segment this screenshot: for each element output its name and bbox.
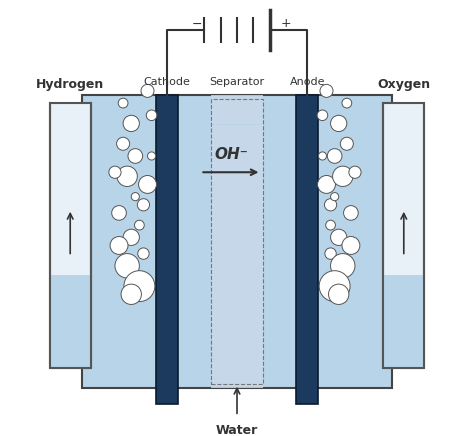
Text: Anode: Anode [290, 77, 325, 87]
Circle shape [342, 236, 360, 255]
Circle shape [109, 166, 121, 178]
Circle shape [112, 206, 127, 220]
Circle shape [325, 248, 336, 259]
Circle shape [121, 284, 141, 304]
Circle shape [135, 220, 144, 230]
Bar [50, 275, 91, 368]
Circle shape [115, 254, 139, 278]
Circle shape [128, 149, 143, 164]
Circle shape [342, 98, 352, 108]
Bar [82, 95, 392, 388]
Circle shape [147, 152, 155, 160]
Circle shape [118, 98, 128, 108]
Circle shape [326, 220, 336, 230]
Text: Separator: Separator [210, 77, 264, 87]
Circle shape [124, 271, 155, 302]
Circle shape [117, 166, 137, 187]
Text: $+$: $+$ [280, 17, 292, 30]
Circle shape [110, 236, 128, 255]
Text: Cathode: Cathode [144, 77, 190, 87]
Bar [155, 95, 178, 404]
Circle shape [146, 110, 157, 121]
Circle shape [138, 248, 149, 259]
Circle shape [344, 206, 358, 220]
Circle shape [330, 115, 347, 132]
Bar [50, 103, 91, 368]
Circle shape [328, 149, 342, 164]
Circle shape [123, 115, 139, 132]
Text: Water: Water [216, 425, 258, 436]
Bar [296, 95, 319, 404]
Circle shape [117, 137, 129, 150]
Circle shape [141, 85, 154, 97]
Bar [383, 103, 424, 368]
Text: OH⁻: OH⁻ [214, 147, 248, 162]
Circle shape [333, 166, 353, 187]
Circle shape [349, 166, 361, 178]
Circle shape [325, 199, 337, 211]
Text: Hydrogen: Hydrogen [36, 78, 104, 91]
Circle shape [317, 110, 328, 121]
Bar [210, 99, 264, 384]
Circle shape [318, 176, 336, 194]
Circle shape [340, 137, 353, 150]
Circle shape [328, 284, 349, 304]
Circle shape [319, 152, 327, 160]
Text: $-$: $-$ [191, 17, 202, 30]
Text: Oxygen: Oxygen [377, 78, 430, 91]
Circle shape [137, 199, 149, 211]
Circle shape [330, 193, 339, 201]
Circle shape [330, 254, 355, 278]
Circle shape [123, 229, 139, 245]
Bar [383, 275, 424, 368]
Circle shape [319, 271, 350, 302]
Circle shape [330, 229, 347, 245]
Bar [210, 95, 264, 388]
Circle shape [320, 85, 333, 97]
Circle shape [131, 193, 139, 201]
Circle shape [138, 176, 156, 194]
